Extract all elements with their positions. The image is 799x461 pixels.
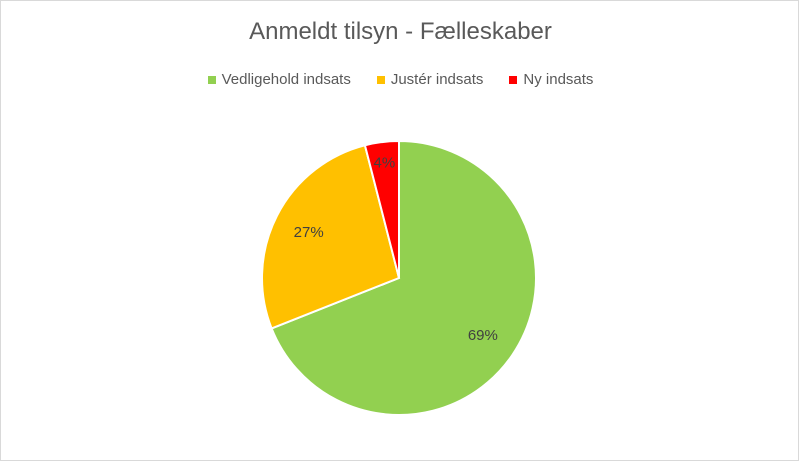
slice-ny [363,139,400,279]
data-label: 69% [468,327,498,344]
legend-label: Ny indsats [523,71,594,88]
data-label: 27% [294,224,324,241]
slice-juster [261,144,401,330]
legend-item-vedligehold: Vedligehold indsats [207,71,351,88]
legend-swatch [207,75,216,84]
legend-swatch [376,75,385,84]
data-label: 4% [374,154,396,171]
legend-label: Justér indsats [390,71,484,88]
legend: Vedligehold indsats Justér indsats Ny in… [1,71,799,88]
legend-item-juster: Justér indsats [376,71,484,88]
chart-title: Anmeldt tilsyn - Fælleskaber [249,18,552,45]
slice-vedligehold [270,139,537,416]
legend-label: Vedligehold indsats [221,71,351,88]
legend-item-ny: Ny indsats [509,71,593,88]
legend-swatch [509,75,518,84]
